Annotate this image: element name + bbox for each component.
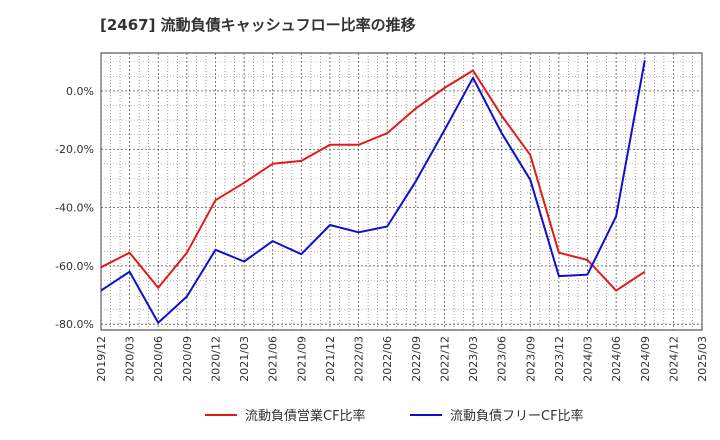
x-tick-label: 2024/03 xyxy=(582,336,595,382)
x-tick-label: 2019/12 xyxy=(95,336,108,382)
x-tick-label: 2021/06 xyxy=(267,336,280,382)
y-axis: 0.0% -20.0% -40.0% -60.0% -80.0% xyxy=(55,85,94,331)
y-tick-label: -60.0% xyxy=(55,260,94,273)
x-tick-label: 2025/03 xyxy=(696,336,709,382)
legend-label-2: 流動負債フリーCF比率 xyxy=(450,408,584,424)
x-tick-label: 2020/06 xyxy=(152,336,165,382)
y-tick-label: -80.0% xyxy=(55,318,94,331)
x-tick-label: 2021/12 xyxy=(324,336,337,382)
legend: 流動負債営業CF比率 流動負債フリーCF比率 xyxy=(205,408,584,424)
plot-frame xyxy=(100,52,703,331)
x-tick-label: 2021/09 xyxy=(295,336,308,382)
x-tick-label: 2020/09 xyxy=(181,336,194,382)
x-tick-label: 2023/06 xyxy=(496,336,509,382)
x-tick-label: 2023/09 xyxy=(524,336,537,382)
legend-label-1: 流動負債営業CF比率 xyxy=(245,408,366,424)
x-tick-label: 2022/09 xyxy=(410,336,423,382)
x-tick-label: 2023/03 xyxy=(467,336,480,382)
series-line-1 xyxy=(100,69,646,292)
y-tick-label: 0.0% xyxy=(66,85,94,98)
grid xyxy=(100,52,703,331)
series-line-2 xyxy=(100,60,646,324)
x-tick-label: 2020/03 xyxy=(124,336,137,382)
series xyxy=(100,60,646,324)
y-tick-label: -20.0% xyxy=(55,143,94,156)
y-tick-label: -40.0% xyxy=(55,202,94,215)
x-tick-label: 2022/06 xyxy=(381,336,394,382)
x-tick-label: 2023/12 xyxy=(553,336,566,382)
x-tick-label: 2020/12 xyxy=(209,336,222,382)
x-tick-label: 2021/03 xyxy=(238,336,251,382)
chart-title: [2467] 流動負債キャッシュフロー比率の推移 xyxy=(100,16,416,34)
x-tick-label: 2022/12 xyxy=(438,336,451,382)
x-tick-label: 2024/12 xyxy=(667,336,680,382)
x-tick-label: 2024/06 xyxy=(610,336,623,382)
x-tick-label: 2024/09 xyxy=(639,336,652,382)
x-axis: 2019/12 2020/03 2020/06 2020/09 2020/12 2021/… xyxy=(95,336,709,382)
x-tick-label: 2022/03 xyxy=(353,336,366,382)
